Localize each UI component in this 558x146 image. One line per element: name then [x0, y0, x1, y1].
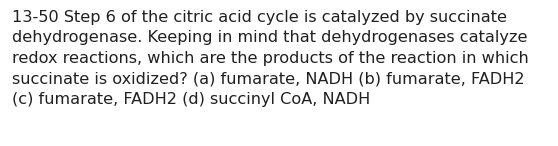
Text: 13-50 Step 6 of the citric acid cycle is catalyzed by succinate
dehydrogenase. K: 13-50 Step 6 of the citric acid cycle is… — [12, 10, 529, 107]
